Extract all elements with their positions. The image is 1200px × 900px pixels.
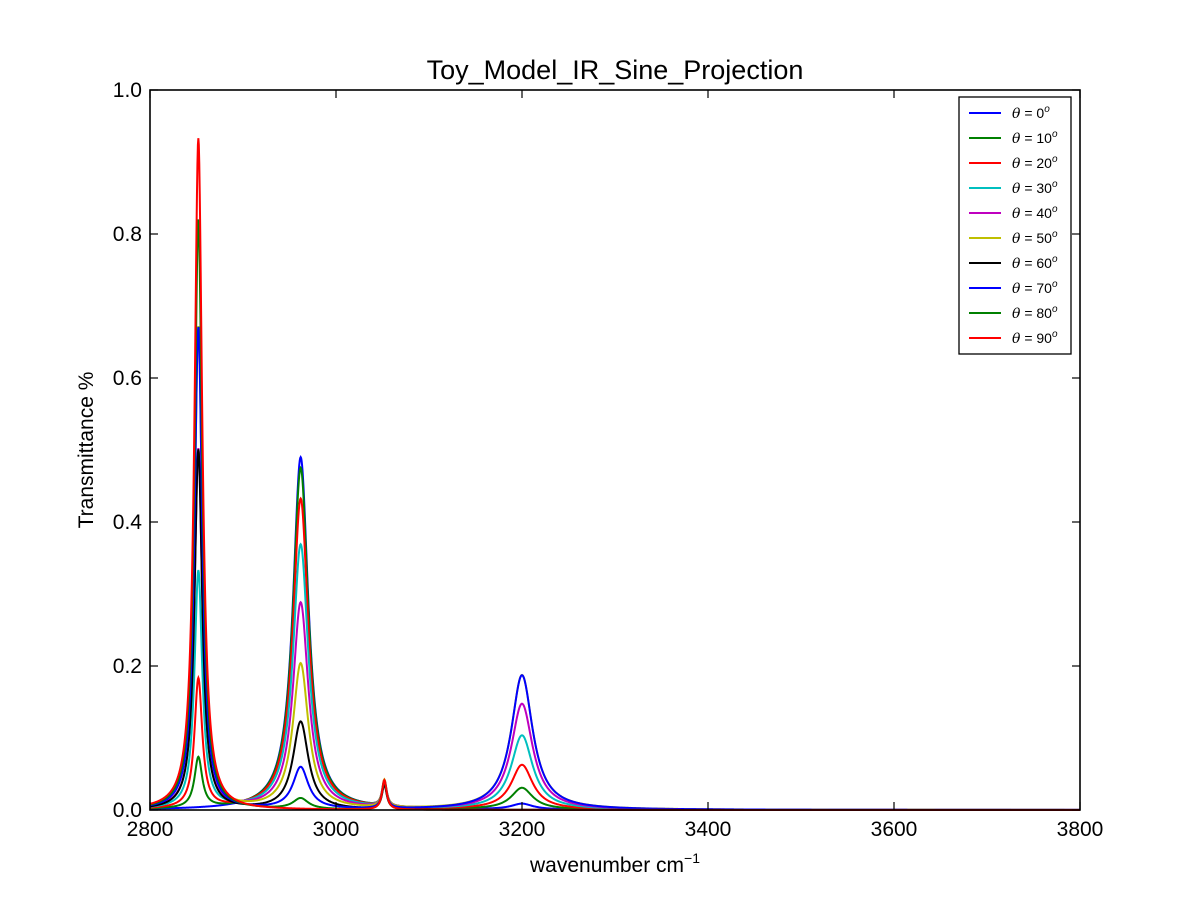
x-tick-label: 2800 — [127, 818, 174, 841]
y-tick-label: 0.4 — [113, 511, 143, 534]
y-tick-label: 0.0 — [113, 799, 142, 822]
x-tick-label: 3200 — [499, 818, 546, 841]
x-tick-label: 3600 — [871, 818, 918, 841]
legend-label: θ = 80o — [1012, 304, 1058, 322]
legend-label: θ = 90o — [1012, 329, 1058, 347]
legend-label: θ = 60o — [1012, 254, 1058, 272]
legend-label: θ = 50o — [1012, 229, 1058, 247]
legend-label: θ = 10o — [1012, 129, 1058, 147]
legend-label: θ = 0o — [1012, 104, 1050, 122]
x-axis-label: wavenumber cm−1 — [529, 850, 700, 877]
y-tick-label: 0.6 — [113, 367, 142, 390]
plot-frame — [149, 89, 1081, 811]
y-axis-label: Transmittance % — [75, 372, 98, 529]
y-tick-label: 0.8 — [113, 223, 142, 246]
chart-title: Toy_Model_IR_Sine_Projection — [427, 55, 804, 85]
x-tick-label: 3000 — [313, 818, 360, 841]
y-tick-label: 0.2 — [113, 655, 142, 678]
x-axis-label-main: wavenumber cm — [529, 854, 684, 877]
legend-label: θ = 70o — [1012, 279, 1058, 297]
x-tick-label: 3800 — [1057, 818, 1104, 841]
ticks-layer: 2800 3000 3200 3400 3600 3800 0.0 0.2 0.4 0.6 0.8 1… — [113, 79, 1104, 841]
legend-label: θ = 30o — [1012, 179, 1058, 197]
legend: θ = 0o θ = 10o θ = 20o θ = 30o θ = 40o θ = 50… — [958, 96, 1072, 355]
legend-box — [958, 96, 1072, 355]
x-tick-label: 3400 — [685, 818, 732, 841]
y-tick-label: 1.0 — [113, 79, 142, 102]
legend-label: θ = 20o — [1012, 154, 1058, 172]
x-axis-label-superscript: −1 — [684, 850, 700, 866]
legend-label: θ = 40o — [1012, 204, 1058, 222]
